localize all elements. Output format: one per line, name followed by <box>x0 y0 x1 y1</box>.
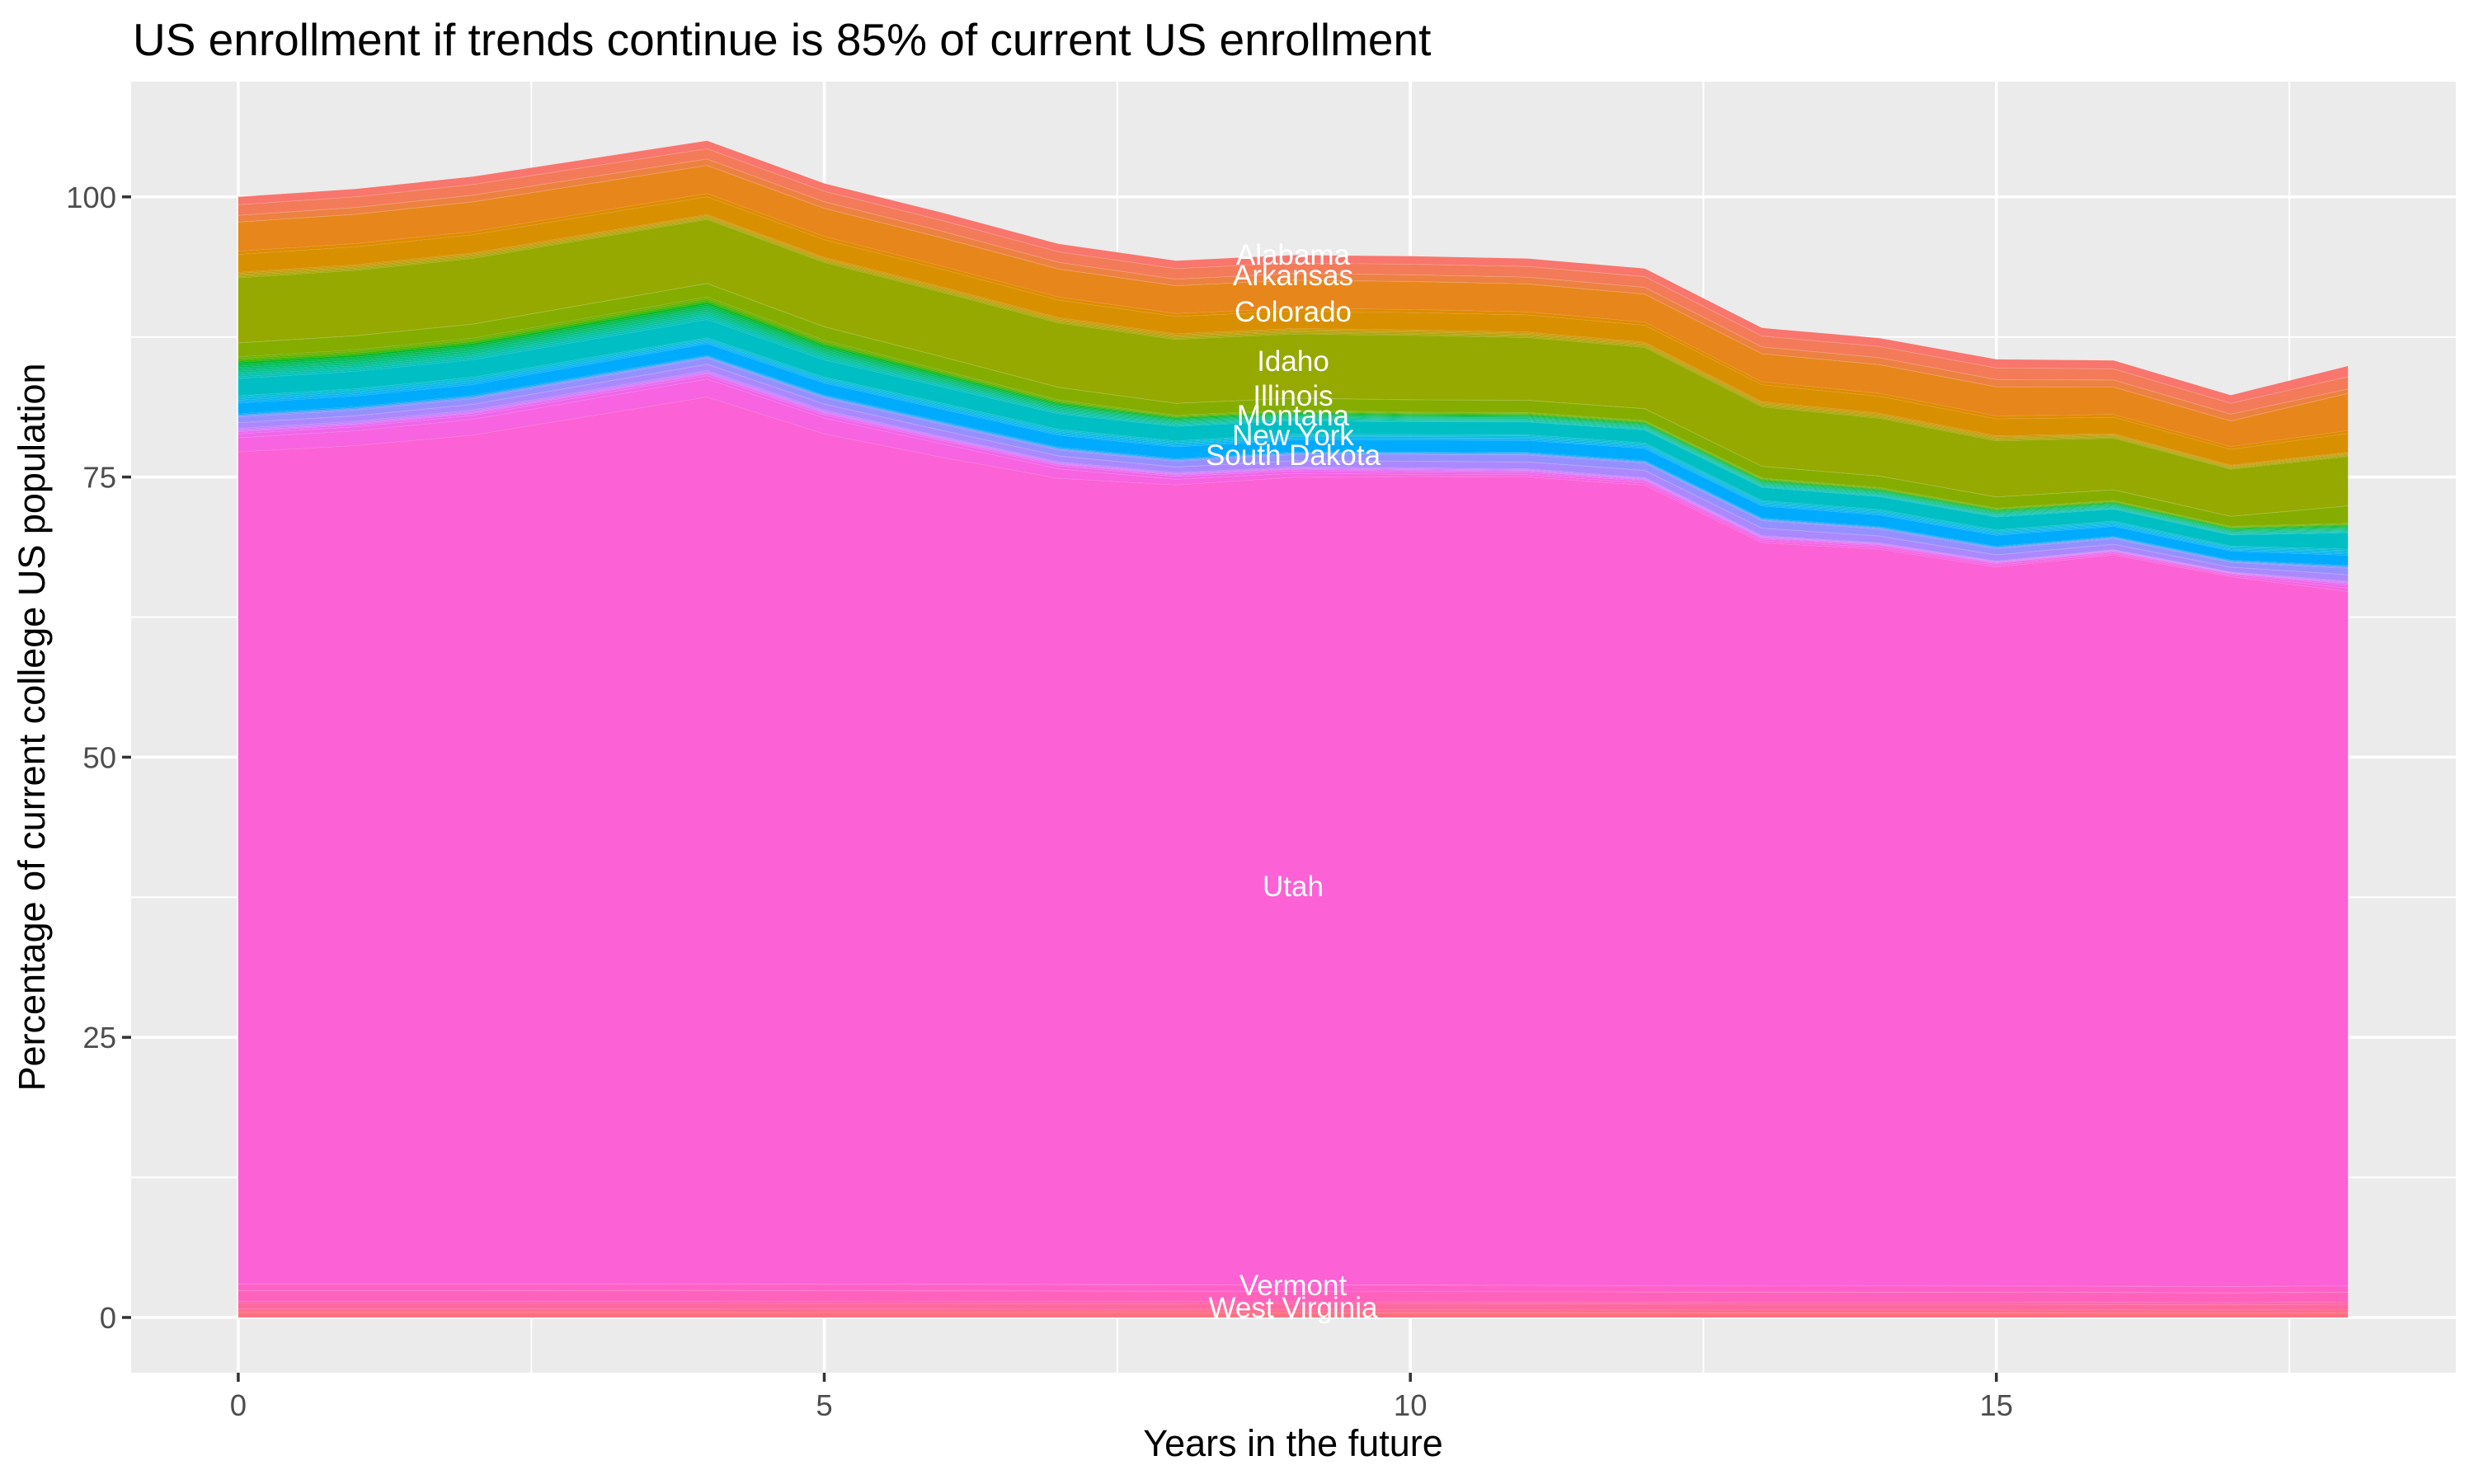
svg-text:25: 25 <box>82 1021 116 1054</box>
svg-text:0: 0 <box>230 1388 247 1422</box>
svg-text:Illinois: Illinois <box>1253 380 1333 412</box>
svg-text:75: 75 <box>82 461 116 495</box>
svg-text:Montana: Montana <box>1237 400 1350 432</box>
svg-text:Vermont: Vermont <box>1239 1270 1348 1302</box>
svg-text:Colorado: Colorado <box>1235 296 1352 328</box>
svg-text:15: 15 <box>1979 1388 2013 1422</box>
svg-text:New York: New York <box>1232 420 1354 452</box>
svg-text:Percentage of current college: Percentage of current college US populat… <box>11 363 53 1091</box>
svg-text:US enrollment if trends contin: US enrollment if trends continue is 85% … <box>133 14 1431 65</box>
svg-text:Alabama: Alabama <box>1236 239 1351 271</box>
svg-text:100: 100 <box>66 181 116 214</box>
svg-text:Years in the future: Years in the future <box>1143 1422 1443 1464</box>
svg-text:West Virginia: West Virginia <box>1209 1292 1378 1324</box>
svg-text:5: 5 <box>816 1388 832 1422</box>
svg-text:Utah: Utah <box>1263 871 1324 903</box>
svg-text:South Dakota: South Dakota <box>1206 439 1381 472</box>
svg-text:Arkansas: Arkansas <box>1233 260 1353 292</box>
svg-text:0: 0 <box>100 1301 116 1335</box>
svg-text:10: 10 <box>1394 1388 1427 1422</box>
svg-text:50: 50 <box>82 740 116 774</box>
svg-text:Idaho: Idaho <box>1257 345 1329 378</box>
